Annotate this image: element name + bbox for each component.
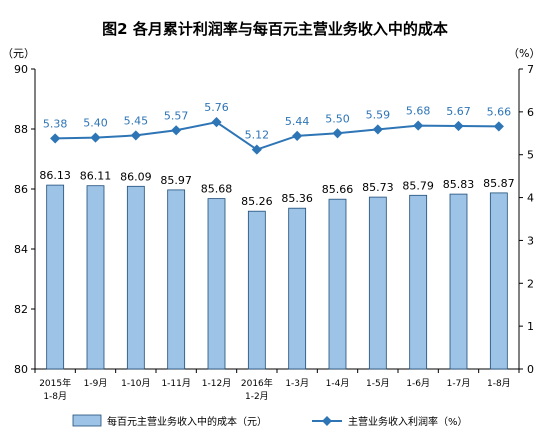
line-point <box>130 130 141 141</box>
bar-data-label: 86.13 <box>39 169 71 182</box>
line-data-label: 5.68 <box>406 105 431 118</box>
line-point <box>493 121 504 132</box>
legend-bar-label: 每百元主营业务收入中的成本（元） <box>107 415 267 428</box>
legend-line-label: 主营业务收入利润率（%） <box>348 415 468 428</box>
x-tick-label: 1-5月 <box>366 378 390 389</box>
x-tick-label: 1-11月 <box>161 378 190 389</box>
line-point <box>332 128 343 139</box>
legend: 每百元主营业务收入中的成本（元） 主营业务收入利润率（%） <box>72 414 468 428</box>
line-series <box>55 121 499 151</box>
bar-data-label: 85.73 <box>362 181 394 194</box>
right-tick-label: 7 <box>527 63 534 76</box>
x-tick-label: 1-9月 <box>84 378 108 389</box>
bar <box>409 194 428 370</box>
line-data-label: 5.67 <box>446 105 471 118</box>
line-point <box>292 130 303 141</box>
bar <box>489 192 508 370</box>
chart-title: 图2 各月累计利润率与每百元主营业务收入中的成本 <box>102 20 448 38</box>
x-tick-label: 1-4月 <box>326 378 350 389</box>
bar <box>167 189 186 370</box>
legend-line-marker <box>322 416 332 426</box>
line-data-label: 5.40 <box>83 117 108 130</box>
x-tick-label: 2016年 <box>241 377 273 389</box>
bar-data-label: 85.97 <box>160 174 192 187</box>
x-tick-label: 1-8月 <box>487 378 511 389</box>
left-tick-label: 82 <box>14 303 28 316</box>
line-point <box>251 144 262 155</box>
right-tick-label: 2 <box>527 277 534 290</box>
x-tick-label: 1-8月 <box>43 391 67 402</box>
x-tick-label: 1-12月 <box>202 378 231 389</box>
line-data-label: 5.50 <box>325 112 350 125</box>
right-tick-label: 6 <box>527 106 534 119</box>
bar-data-label: 86.09 <box>120 170 152 183</box>
plot-area: 80 82 84 86 88 90 0 1 2 3 4 5 6 7 2015年 1-8月 1-9月 1-10月 1-… <box>14 63 534 402</box>
x-tick-label: 1-6月 <box>406 378 430 389</box>
bar <box>126 185 145 370</box>
bar-data-label: 85.79 <box>402 179 434 192</box>
x-tick-label: 1-2月 <box>245 391 269 402</box>
legend-bar-swatch <box>72 414 102 427</box>
bar-data-label: 86.11 <box>80 170 112 183</box>
x-tick-label: 1-3月 <box>285 378 309 389</box>
x-tick-label: 1-7月 <box>447 378 471 389</box>
left-tick-label: 88 <box>14 123 28 136</box>
line-data-label: 5.38 <box>43 117 68 130</box>
line-data-label: 5.57 <box>164 109 189 122</box>
line-data-label: 5.76 <box>204 101 229 114</box>
bar-data-label: 85.66 <box>322 183 354 196</box>
bar <box>46 184 65 370</box>
line-point <box>453 120 464 132</box>
line-data-label: 5.44 <box>285 115 310 128</box>
bar <box>86 185 105 370</box>
line-point <box>90 132 101 143</box>
bar <box>247 210 266 370</box>
left-tick-label: 80 <box>14 363 28 376</box>
right-tick-label: 3 <box>527 234 534 247</box>
right-tick-label: 1 <box>527 320 534 333</box>
line-point <box>211 117 222 128</box>
left-axis-unit: （元） <box>2 47 35 60</box>
bar-data-label: 85.36 <box>281 192 313 205</box>
bar <box>288 207 307 370</box>
right-tick-label: 4 <box>527 192 534 205</box>
bar-data-label: 85.68 <box>201 183 233 196</box>
bar-data-label: 85.26 <box>241 195 273 208</box>
line-point <box>372 124 383 135</box>
line-point <box>50 133 61 144</box>
left-tick-label: 86 <box>14 183 28 196</box>
right-axis-unit: （%） <box>508 47 540 60</box>
bar <box>449 193 468 370</box>
line-data-label: 5.59 <box>366 108 391 121</box>
line-point <box>171 125 182 136</box>
left-tick-label: 90 <box>14 63 28 76</box>
x-tick-label: 1-10月 <box>121 378 150 389</box>
right-tick-label: 5 <box>527 149 534 162</box>
bar-data-label: 85.87 <box>483 177 515 190</box>
line-data-label: 5.66 <box>487 105 512 118</box>
x-tick-label: 2015年 <box>39 377 71 389</box>
right-tick-label: 0 <box>527 363 534 376</box>
line-data-label: 5.12 <box>245 129 270 142</box>
bar <box>328 198 347 370</box>
line-point <box>413 120 424 131</box>
bar <box>207 198 226 370</box>
bar-data-label: 85.83 <box>443 178 475 191</box>
line-data-label: 5.45 <box>124 114 149 127</box>
left-tick-label: 84 <box>14 243 28 256</box>
bar <box>368 196 387 370</box>
